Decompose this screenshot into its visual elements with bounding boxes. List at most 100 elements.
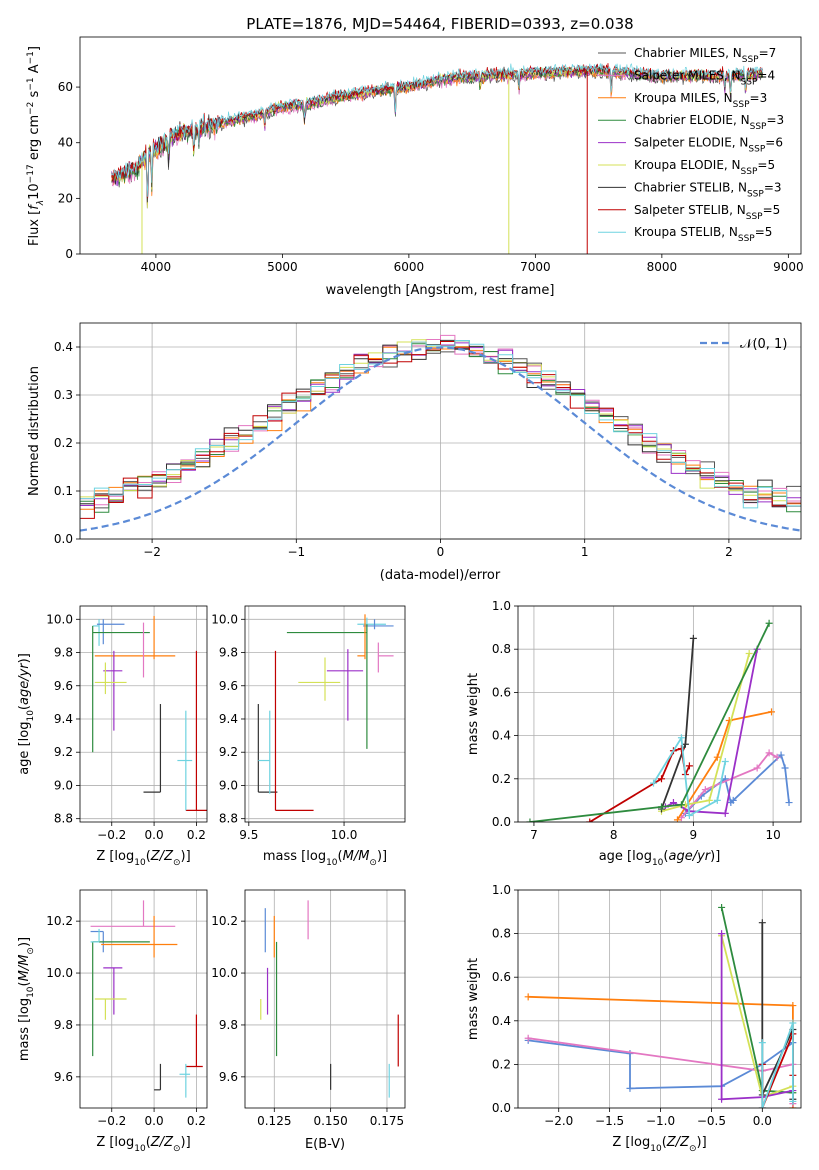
spectrum-line bbox=[111, 63, 764, 197]
tick-label-x: 8 bbox=[610, 828, 618, 842]
weight-point-marker bbox=[777, 751, 785, 759]
weight-point-marker bbox=[685, 812, 693, 820]
plot-area bbox=[80, 334, 801, 539]
tick-label-y: 0.3 bbox=[54, 388, 73, 402]
axes-frame bbox=[79, 889, 208, 1109]
weight-point-marker bbox=[713, 796, 721, 804]
x-axis-label: Z [log10(Z/Z⊙)] bbox=[96, 1135, 190, 1154]
tick-label-x: 9000 bbox=[773, 260, 804, 274]
weight-point-marker bbox=[626, 1084, 634, 1092]
x-axis-label: E(B-V) bbox=[305, 1137, 345, 1152]
axes-frame bbox=[79, 605, 208, 823]
tick-label-x: 2 bbox=[725, 545, 733, 559]
weight-point-marker bbox=[781, 764, 789, 772]
age_vs_Z-axes: −0.2 0.0 0.2 8.8 9.0 9.2 9.4 9.6 9.8 10.0 Z [log10… bbox=[17, 605, 208, 868]
axes-frame bbox=[517, 605, 802, 823]
plot-area bbox=[260, 900, 399, 1098]
tick-label-y: 9.6 bbox=[54, 1070, 73, 1084]
tick-label-y: 60 bbox=[58, 80, 73, 94]
tick-label-y: 9.6 bbox=[219, 679, 238, 693]
y-axis-label: age [log10(age/yr)] bbox=[17, 653, 36, 775]
weight-point-marker bbox=[689, 634, 697, 642]
tick-label-x: 1 bbox=[581, 545, 589, 559]
axes-overlay: −0.2 0.0 0.2 8.8 9.0 9.2 9.4 9.6 9.8 10.0 Z [log10… bbox=[17, 605, 208, 868]
x-axis-label: age [log10(age/yr)] bbox=[599, 849, 721, 868]
tick-label-y: 0.8 bbox=[492, 642, 511, 656]
weight-point-marker bbox=[773, 753, 781, 761]
tick-label-x: 0.175 bbox=[370, 1114, 404, 1128]
tick-label-x: 8000 bbox=[647, 260, 678, 274]
massweight_vs_age-axes: 7 8 9 10 0.0 0.2 0.4 0.6 0.8 1.0 age [log10(age/yr… bbox=[466, 599, 802, 868]
tick-label-x: 0.0 bbox=[145, 828, 164, 842]
legend-entry: Chabrier ELODIE, NSSP=3 bbox=[634, 113, 784, 132]
weight-point-marker bbox=[677, 801, 685, 809]
axes-overlay: −2.0 −1.5 −1.0 −0.5 0.0 0.0 0.2 0.4 0.6 0.8 1.0 Z [… bbox=[466, 883, 802, 1154]
weight-series-line bbox=[680, 751, 778, 819]
mass_vs_ebv-axes: 0.125 0.150 0.175 9.6 9.8 10.0 10.2 E(B-V) bbox=[211, 889, 406, 1152]
tick-label-x: 0.2 bbox=[187, 1114, 206, 1128]
plot-area bbox=[111, 63, 764, 254]
tick-label-y: 0 bbox=[65, 247, 73, 261]
weight-point-marker bbox=[718, 903, 726, 911]
mass_vs_Z-axes: −0.2 0.0 0.2 9.6 9.8 10.0 10.2 Z [log10(Z/Z⊙)] m… bbox=[17, 889, 208, 1154]
tick-label-y: 0.2 bbox=[54, 436, 73, 450]
axes-overlay: 0.125 0.150 0.175 9.6 9.8 10.0 10.2 E(B-V) bbox=[211, 889, 406, 1152]
legend-entry: Kroupa MILES, NSSP=3 bbox=[634, 91, 767, 110]
weight-point-marker bbox=[765, 619, 773, 627]
y-axis-label: mass weight bbox=[466, 958, 481, 1040]
weight-point-marker bbox=[768, 708, 776, 716]
weight-point-marker bbox=[753, 764, 761, 772]
x-axis-label: Z [log10(Z/Z⊙)] bbox=[96, 849, 190, 868]
tick-label-y: 0.2 bbox=[492, 1057, 511, 1071]
weight-point-marker bbox=[729, 796, 737, 804]
legend-entry: Kroupa ELODIE, NSSP=5 bbox=[634, 158, 775, 177]
tick-label-y: 0.4 bbox=[492, 729, 511, 743]
tick-label-x: 0 bbox=[437, 545, 445, 559]
x-axis-label: wavelength [Angstrom, rest frame] bbox=[326, 283, 555, 298]
weight-series-line bbox=[589, 747, 691, 822]
legend-entry: Salpeter MILES, NSSP=4 bbox=[634, 68, 775, 87]
figure-title: PLATE=1876, MJD=54464, FIBERID=0393, z=0… bbox=[246, 15, 633, 33]
weight-point-marker bbox=[657, 775, 665, 783]
plot-area bbox=[524, 903, 797, 1108]
tick-label-x: −2 bbox=[143, 545, 161, 559]
weight-series-line bbox=[529, 622, 770, 822]
tick-label-x: −2.0 bbox=[544, 1114, 573, 1128]
tick-label-x: 7000 bbox=[520, 260, 551, 274]
tick-label-y: 0.0 bbox=[492, 815, 511, 829]
tick-label-x: 7 bbox=[530, 828, 538, 842]
tick-label-y: 10.2 bbox=[211, 914, 238, 928]
weight-point-marker bbox=[677, 734, 685, 742]
tick-label-x: 9.5 bbox=[239, 828, 258, 842]
tick-label-y: 9.6 bbox=[219, 1070, 238, 1084]
weight-series-line bbox=[676, 710, 772, 821]
age_vs_mass-axes: 9.5 10.0 8.8 9.0 9.2 9.4 9.6 9.8 10.0 mass [log10… bbox=[211, 605, 406, 868]
tick-label-x: 5000 bbox=[267, 260, 298, 274]
tick-label-y: 0.8 bbox=[492, 927, 511, 941]
grid bbox=[80, 323, 801, 540]
weight-point-marker bbox=[745, 650, 753, 658]
plot-area bbox=[257, 614, 394, 811]
tick-label-y: 9.0 bbox=[219, 778, 238, 792]
tick-label-x: −1.5 bbox=[595, 1114, 624, 1128]
weight-series-line bbox=[660, 638, 695, 810]
tick-label-x: 0.0 bbox=[145, 1114, 164, 1128]
tick-label-y: 0.1 bbox=[54, 484, 73, 498]
tick-label-y: 1.0 bbox=[492, 599, 511, 613]
tick-label-y: 10.0 bbox=[46, 966, 73, 980]
tick-label-y: 9.4 bbox=[219, 712, 238, 726]
legend-entry: Salpeter STELIB, NSSP=5 bbox=[634, 203, 780, 222]
gaussian-curve bbox=[80, 346, 801, 532]
tick-label-y: 40 bbox=[58, 136, 73, 150]
tick-label-y: 20 bbox=[58, 191, 73, 205]
tick-label-x: 9 bbox=[690, 828, 698, 842]
axes-overlay: −0.2 0.0 0.2 9.6 9.8 10.0 10.2 Z [log10(Z/Z⊙)] m… bbox=[17, 889, 208, 1154]
legend-entry: 𝒩(0, 1) bbox=[740, 337, 787, 352]
spectrum-line bbox=[111, 64, 764, 203]
y-axis-label: Flux [fλ10−17 erg cm−2 s−1 A−1] bbox=[26, 46, 46, 246]
weight-series-line bbox=[720, 935, 794, 1099]
legend-entry: Salpeter ELODIE, NSSP=6 bbox=[634, 136, 783, 155]
tick-label-y: 9.2 bbox=[54, 745, 73, 759]
legend-entry: Chabrier STELIB, NSSP=3 bbox=[634, 180, 782, 199]
residuals-axes: −2 −1 0 1 2 0.0 0.1 0.2 0.3 0.4 𝒩(0, 1) (data-model… bbox=[27, 322, 802, 583]
